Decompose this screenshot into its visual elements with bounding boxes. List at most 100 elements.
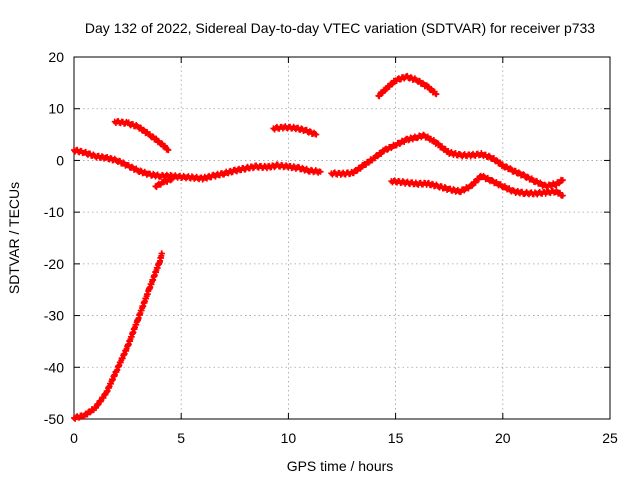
data-point (404, 181, 408, 185)
y-tick-label: 20 (48, 49, 64, 65)
data-point (158, 174, 162, 178)
data-point (282, 125, 286, 129)
data-point (314, 133, 318, 136)
y-tick-label: 0 (56, 152, 64, 168)
data-point (434, 92, 438, 96)
x-tick-label: 10 (281, 430, 297, 446)
data-point (555, 182, 558, 186)
data-point (394, 143, 397, 147)
data-point (72, 148, 76, 152)
data-point (561, 194, 565, 197)
data-point (426, 182, 430, 186)
data-point (522, 191, 526, 195)
data-point (351, 171, 355, 175)
y-axis-label: SDTVAR / TECUs (6, 182, 22, 294)
data-point (561, 178, 565, 182)
data-point (83, 151, 87, 155)
data-point (166, 148, 170, 152)
data-point (422, 134, 425, 138)
data-point (308, 169, 312, 173)
series-markers (111, 117, 172, 154)
data-point (501, 184, 505, 188)
data-point (136, 169, 140, 173)
x-tick-label: 0 (70, 430, 78, 446)
axis-ticks: 0 5 10 15 20 25 -50 -40 -30 -20 -10 0 10 20 (44, 49, 618, 446)
data-point (147, 172, 151, 176)
data-point (94, 406, 97, 410)
data-point (179, 175, 183, 179)
data-point (383, 148, 387, 152)
data-point (533, 192, 537, 195)
series-markers (328, 131, 566, 190)
series-arc-afternoon (375, 72, 440, 100)
data-series (71, 72, 566, 422)
data-point (362, 164, 365, 168)
data-point (201, 177, 205, 180)
data-point (372, 156, 376, 160)
data-point (437, 184, 440, 188)
data-point (94, 154, 97, 158)
series-evening-trace (328, 131, 566, 190)
data-point (533, 179, 537, 183)
data-point (404, 138, 408, 142)
data-point (160, 252, 164, 255)
series-main-trace (71, 146, 324, 183)
data-point (415, 182, 419, 186)
data-point (265, 165, 269, 169)
data-point (377, 94, 380, 98)
data-point (190, 176, 194, 179)
series-arc-morning (111, 117, 172, 154)
data-point (458, 153, 462, 157)
data-point (319, 170, 322, 174)
data-point (512, 169, 515, 173)
data-point (113, 120, 117, 124)
data-point (458, 190, 462, 193)
data-point (340, 172, 344, 176)
data-point (293, 126, 297, 130)
data-point (271, 126, 275, 130)
data-point (211, 174, 215, 178)
series-markers (71, 146, 324, 183)
x-tick-label: 15 (388, 430, 404, 446)
y-tick-label: 10 (48, 101, 64, 117)
data-point (512, 190, 515, 193)
data-point (544, 191, 548, 194)
x-axis-label: GPS time / hours (287, 458, 394, 474)
series-lower-branch (388, 172, 566, 199)
series-short-branch (152, 175, 176, 190)
data-point (126, 345, 129, 348)
data-point (394, 78, 397, 82)
data-point (490, 156, 494, 160)
data-point (83, 413, 87, 417)
y-tick-label: -10 (44, 204, 64, 220)
data-point (297, 166, 301, 170)
data-point (469, 153, 473, 157)
data-point (126, 164, 129, 168)
data-point (115, 159, 119, 162)
data-point (276, 164, 280, 168)
data-point (222, 171, 226, 175)
data-point (437, 143, 440, 147)
data-point (136, 316, 140, 320)
y-tick-label: -20 (44, 256, 64, 272)
data-point (104, 156, 108, 160)
data-point (447, 187, 451, 191)
data-point (329, 171, 333, 175)
data-point (115, 368, 119, 372)
data-point (158, 259, 162, 263)
x-tick-label: 25 (602, 430, 618, 446)
data-point (154, 184, 157, 188)
data-point (469, 184, 473, 188)
y-tick-label: -40 (44, 359, 64, 375)
data-point (147, 133, 151, 136)
data-point (147, 288, 151, 292)
data-point (544, 184, 548, 188)
data-point (254, 165, 258, 169)
data-point (479, 174, 483, 178)
series-markers (270, 123, 320, 138)
data-point (162, 180, 166, 184)
grid (74, 57, 610, 419)
data-point (430, 138, 434, 142)
y-tick-label: -50 (44, 411, 64, 427)
